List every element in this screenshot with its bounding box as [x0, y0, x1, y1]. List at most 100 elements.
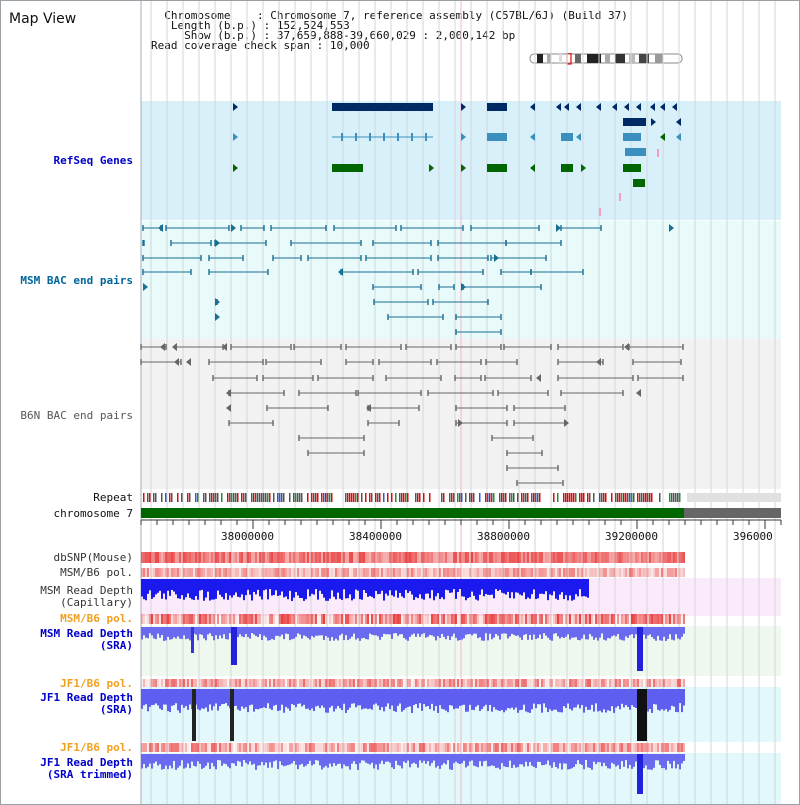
msm-pol2-heat: [467, 614, 469, 624]
track-label-msm-depth-sra[interactable]: MSM Read Depth (SRA): [40, 628, 133, 652]
jf1-pol1-heat: [375, 679, 377, 687]
jf1-pol1-heat: [349, 679, 351, 687]
msm-pol2-heat: [551, 614, 553, 624]
track-label-dbsnp[interactable]: dbSNP(Mouse): [53, 551, 133, 564]
dbsnp-heat: [165, 552, 167, 563]
jf1-depth-trim-bar: [297, 754, 299, 770]
track-label-jf1-pol2[interactable]: JF1/B6 pol.: [60, 741, 133, 754]
msm-depth-sra-bar: [257, 627, 259, 638]
jf1-pol1-heat: [351, 679, 353, 687]
msm-pol2-heat: [207, 614, 209, 624]
track-label-jf1-depth-trim[interactable]: JF1 Read Depth (SRA trimmed): [40, 757, 133, 781]
jf1-pol1-heat: [461, 679, 463, 687]
msm-pol2-heat: [427, 614, 429, 624]
jf1-depth-trim-bar: [385, 754, 387, 762]
jf1-depth-sra-bar: [553, 689, 555, 710]
track-label-refseq[interactable]: RefSeq Genes: [53, 154, 133, 167]
jf1-depth-trim-bar: [223, 754, 225, 764]
track-label-b6n-bac[interactable]: B6N BAC end pairs: [20, 409, 133, 422]
info-coverage-row: Read coverage check span : 10,000: [151, 39, 370, 52]
repeat-mark: [473, 493, 475, 502]
msm-depth-sra-bar: [587, 627, 589, 640]
msm-pol1-heat: [153, 568, 155, 577]
repeat-mark: [499, 493, 501, 502]
jf1-pol1-heat: [543, 679, 545, 687]
msm-pol1-heat: [513, 568, 515, 577]
jf1-depth-sra-bar: [635, 689, 637, 708]
msm-depth-sra-bar: [391, 627, 393, 639]
jf1-depth-sra-bar: [591, 689, 593, 705]
repeat-mark: [679, 493, 681, 502]
track-label-msm-depth-cap[interactable]: MSM Read Depth (Capillary): [40, 585, 133, 609]
msm-depth-sra-bar: [473, 627, 475, 634]
jf1-pol2-heat: [367, 743, 369, 752]
gene-arrow: [494, 254, 499, 262]
msm-pol2-heat: [357, 614, 359, 624]
jf1-pol1-heat: [249, 679, 251, 687]
jf1-depth-sra-bar: [363, 689, 365, 709]
msm-depth-cap-bar: [223, 579, 225, 600]
gene-exon: [625, 148, 646, 156]
msm-pol2-heat: [359, 614, 361, 624]
msm-depth-cap-bar: [399, 579, 401, 593]
dbsnp-heat: [607, 552, 609, 563]
jf1-pol2-heat: [219, 743, 221, 752]
track-label-msm-bac[interactable]: MSM BAC end pairs: [20, 274, 133, 287]
jf1-depth-sra-bar: [431, 689, 433, 704]
track-label-msm-pol1[interactable]: MSM/B6 pol.: [60, 566, 133, 579]
msm-depth-sra-bar: [143, 627, 145, 636]
track-label-repeat[interactable]: Repeat: [93, 491, 133, 504]
msm-depth-sra-bar: [297, 627, 299, 634]
jf1-pol1-heat: [409, 679, 411, 687]
jf1-pol2-heat: [487, 743, 489, 752]
msm-depth-sra-bar: [673, 627, 675, 641]
chromosome-ideogram[interactable]: [529, 53, 685, 65]
jf1-depth-sra-bar: [205, 689, 207, 708]
jf1-pol2-heat: [419, 743, 421, 752]
dbsnp-heat: [677, 552, 679, 563]
msm-depth-cap-bar: [281, 579, 283, 592]
repeat-mark: [503, 493, 505, 502]
gene-exon: [411, 133, 413, 141]
dbsnp-heat: [603, 552, 605, 563]
dbsnp-heat: [231, 552, 233, 563]
jf1-pol2-heat: [391, 743, 393, 752]
dbsnp-heat: [555, 552, 557, 563]
msm-pol1-heat: [201, 568, 203, 577]
msm-pol2-heat: [183, 614, 185, 624]
msm-depth-sra-bar: [173, 627, 175, 638]
msm-pol1-heat: [663, 568, 665, 577]
jf1-depth-trim-bar: [343, 754, 345, 765]
jf1-depth-trim-bar: [171, 754, 173, 769]
jf1-depth-trim-bar: [189, 754, 191, 769]
msm-pol1-heat: [441, 568, 443, 577]
dbsnp-heat: [529, 552, 531, 563]
track-label-chrom[interactable]: chromosome 7: [53, 507, 133, 520]
msm-pol2-heat: [193, 614, 195, 624]
jf1-pol1-heat: [425, 679, 427, 687]
jf1-depth-trim-bar: [623, 754, 625, 767]
jf1-depth-sra-bar: [603, 689, 605, 710]
jf1-depth-sra-bar: [461, 689, 463, 706]
dbsnp-heat: [465, 552, 467, 563]
msm-depth-cap-bar: [299, 579, 301, 598]
msm-pol2-heat: [291, 614, 293, 624]
msm-depth-cap-bar: [217, 579, 219, 591]
track-label-jf1-pol1[interactable]: JF1/B6 pol.: [60, 677, 133, 690]
jf1-pol1-heat: [189, 679, 191, 687]
jf1-pol2-heat: [309, 743, 311, 752]
jf1-depth-sra-bar: [649, 689, 651, 710]
jf1-depth-trim-bar: [471, 754, 473, 761]
msm-pol1-heat: [365, 568, 367, 577]
msm-depth-sra-bar: [195, 627, 197, 635]
msm-depth-sra-bar: [635, 627, 637, 635]
track-label-msm-pol2[interactable]: MSM/B6 pol.: [60, 612, 133, 625]
repeat-mark: [647, 493, 649, 502]
jf1-depth-trim-bar: [167, 754, 169, 770]
msm-pol1-heat: [677, 568, 679, 577]
msm-pol2-heat: [553, 614, 555, 624]
msm-depth-sra-bar: [359, 627, 361, 641]
track-label-jf1-depth-sra[interactable]: JF1 Read Depth (SRA): [40, 692, 133, 716]
msm-depth-sra-bar: [151, 627, 153, 636]
